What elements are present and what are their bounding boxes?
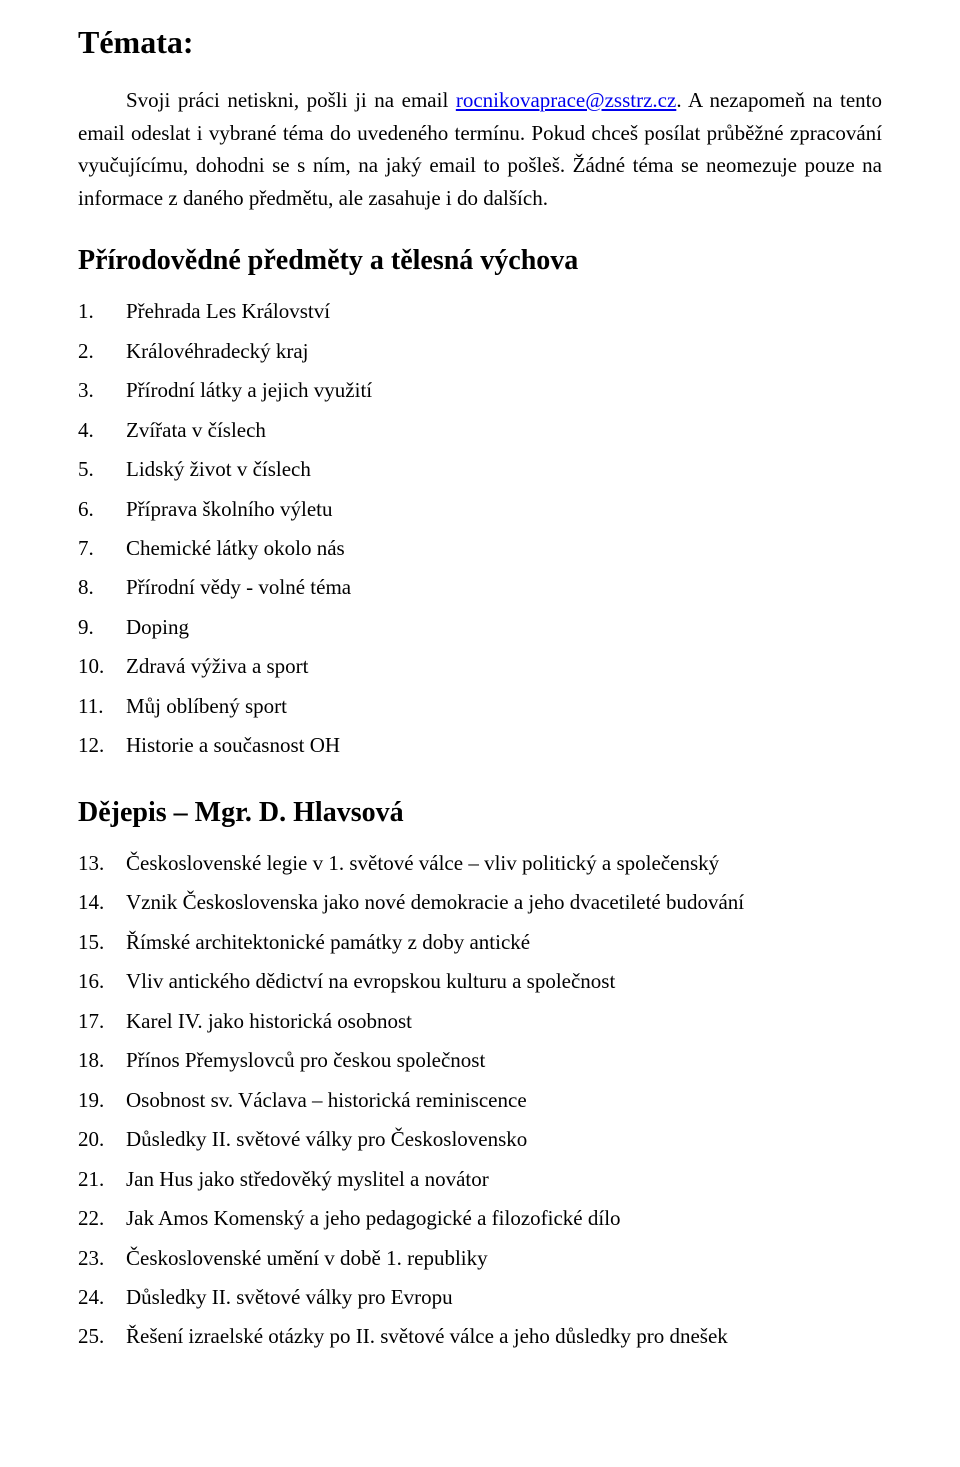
list-item: 18.Přínos Přemyslovců pro českou společn…	[126, 1041, 882, 1080]
list-item: 9.Doping	[126, 608, 882, 647]
list-item-number: 8.	[78, 568, 120, 607]
list-item-number: 5.	[78, 450, 120, 489]
list-item: 22.Jak Amos Komenský a jeho pedagogické …	[126, 1199, 882, 1238]
list-item-number: 16.	[78, 962, 120, 1001]
list-item-number: 20.	[78, 1120, 120, 1159]
list-item-text: Československé legie v 1. světové válce …	[126, 851, 719, 875]
list-item-text: Doping	[126, 615, 189, 639]
list-item: 24.Důsledky II. světové války pro Evropu	[126, 1278, 882, 1317]
list-item-text: Vznik Československa jako nové demokraci…	[126, 890, 744, 914]
list-item-text: Zvířata v číslech	[126, 418, 266, 442]
section1-heading: Přírodovědné předměty a tělesná výchova	[78, 240, 882, 282]
list-item: 4.Zvířata v číslech	[126, 411, 882, 450]
list-item-text: Chemické látky okolo nás	[126, 536, 345, 560]
list-item-text: Historie a současnost OH	[126, 733, 340, 757]
list-item: 12.Historie a současnost OH	[126, 726, 882, 765]
list-item-number: 6.	[78, 490, 120, 529]
list-item-text: Důsledky II. světové války pro Českoslov…	[126, 1127, 527, 1151]
list-item: 15.Římské architektonické památky z doby…	[126, 923, 882, 962]
list-item: 1.Přehrada Les Království	[126, 292, 882, 331]
list-item-text: Lidský život v číslech	[126, 457, 311, 481]
list-item-text: Vliv antického dědictví na evropskou kul…	[126, 969, 615, 993]
list-item: 17.Karel IV. jako historická osobnost	[126, 1002, 882, 1041]
list-item-text: Přírodní vědy - volné téma	[126, 575, 351, 599]
list-item-number: 10.	[78, 647, 120, 686]
list-item-number: 4.	[78, 411, 120, 450]
list-item-number: 1.	[78, 292, 120, 331]
list-item: 14.Vznik Československa jako nové demokr…	[126, 883, 882, 922]
list-item-number: 11.	[78, 687, 120, 726]
list-item: 16.Vliv antického dědictví na evropskou …	[126, 962, 882, 1001]
list-item: 6.Příprava školního výletu	[126, 490, 882, 529]
list-item: 20.Důsledky II. světové války pro Českos…	[126, 1120, 882, 1159]
list-item-text: Osobnost sv. Václava – historická remini…	[126, 1088, 527, 1112]
list-item: 10.Zdravá výživa a sport	[126, 647, 882, 686]
list-item-number: 2.	[78, 332, 120, 371]
list-item-text: Můj oblíbený sport	[126, 694, 287, 718]
list-item: 3.Přírodní látky a jejich využití	[126, 371, 882, 410]
list-item: 2.Královéhradecký kraj	[126, 332, 882, 371]
list-item-text: Řešení izraelské otázky po II. světové v…	[126, 1324, 728, 1348]
list-item-number: 22.	[78, 1199, 120, 1238]
section2-list: 13.Československé legie v 1. světové vál…	[78, 844, 882, 1357]
list-item-text: Příprava školního výletu	[126, 497, 332, 521]
list-item: 23.Československé umění v době 1. republ…	[126, 1239, 882, 1278]
email-link[interactable]: rocnikovaprace@zsstrz.cz	[456, 88, 676, 112]
section1-list: 1.Přehrada Les Království2.Královéhradec…	[78, 292, 882, 766]
list-item-number: 23.	[78, 1239, 120, 1278]
list-item-text: Přírodní látky a jejich využití	[126, 378, 372, 402]
list-item-number: 9.	[78, 608, 120, 647]
list-item: 13.Československé legie v 1. světové vál…	[126, 844, 882, 883]
intro-paragraph: Svoji práci netiskni, pošli ji na email …	[78, 84, 882, 214]
list-item-number: 17.	[78, 1002, 120, 1041]
list-item-number: 12.	[78, 726, 120, 765]
list-item-text: Důsledky II. světové války pro Evropu	[126, 1285, 453, 1309]
section2-heading: Dějepis – Mgr. D. Hlavsová	[78, 792, 882, 834]
list-item-number: 3.	[78, 371, 120, 410]
list-item-number: 21.	[78, 1160, 120, 1199]
list-item: 25.Řešení izraelské otázky po II. světov…	[126, 1317, 882, 1356]
list-item-text: Římské architektonické památky z doby an…	[126, 930, 530, 954]
list-item: 19.Osobnost sv. Václava – historická rem…	[126, 1081, 882, 1120]
list-item-text: Královéhradecký kraj	[126, 339, 309, 363]
list-item-text: Jan Hus jako středověký myslitel a novát…	[126, 1167, 489, 1191]
list-item-number: 24.	[78, 1278, 120, 1317]
list-item-number: 19.	[78, 1081, 120, 1120]
page-title: Témata:	[78, 18, 882, 66]
list-item-number: 13.	[78, 844, 120, 883]
list-item: 21.Jan Hus jako středověký myslitel a no…	[126, 1160, 882, 1199]
list-item: 5.Lidský život v číslech	[126, 450, 882, 489]
list-item-text: Přehrada Les Království	[126, 299, 330, 323]
intro-text-a: Svoji práci netiskni, pošli ji na email	[126, 88, 456, 112]
list-item-text: Československé umění v době 1. republiky	[126, 1246, 488, 1270]
list-item: 11.Můj oblíbený sport	[126, 687, 882, 726]
list-item-number: 7.	[78, 529, 120, 568]
list-item-text: Karel IV. jako historická osobnost	[126, 1009, 412, 1033]
list-item-number: 15.	[78, 923, 120, 962]
list-item-text: Jak Amos Komenský a jeho pedagogické a f…	[126, 1206, 621, 1230]
list-item-number: 14.	[78, 883, 120, 922]
list-item-text: Přínos Přemyslovců pro českou společnost	[126, 1048, 485, 1072]
list-item-text: Zdravá výživa a sport	[126, 654, 309, 678]
list-item: 8.Přírodní vědy - volné téma	[126, 568, 882, 607]
list-item: 7.Chemické látky okolo nás	[126, 529, 882, 568]
list-item-number: 18.	[78, 1041, 120, 1080]
list-item-number: 25.	[78, 1317, 120, 1356]
